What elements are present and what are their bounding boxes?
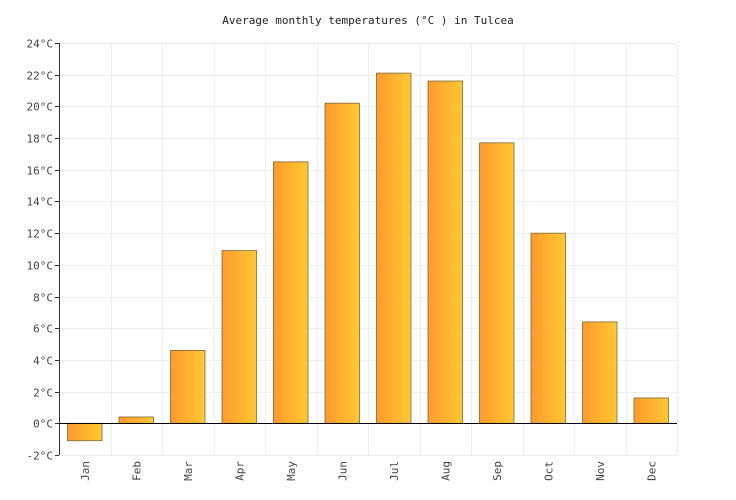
y-tick-label: 6°C bbox=[33, 323, 53, 336]
y-tick-label: 20°C bbox=[27, 101, 54, 114]
y-tick-label: 2°C bbox=[33, 387, 53, 400]
bar-mar bbox=[170, 350, 206, 424]
y-tick-label: 4°C bbox=[33, 355, 53, 368]
x-tick-label: Feb bbox=[130, 461, 143, 481]
bar-nov bbox=[582, 321, 618, 424]
y-tick-label: 22°C bbox=[27, 70, 54, 83]
y-tick-label: 24°C bbox=[27, 38, 54, 51]
x-tick-label: Oct bbox=[542, 461, 555, 481]
y-tick-labels: -2°C 0°C 2°C 4°C 6°C 8°C 10°C 12°C 14°C 16°C 18°C 2… bbox=[27, 38, 54, 463]
bar-feb bbox=[118, 416, 154, 424]
x-tick-label: Aug bbox=[439, 461, 452, 481]
y-tick-label: 14°C bbox=[27, 196, 54, 209]
bars bbox=[67, 72, 669, 442]
bar-jan bbox=[67, 422, 103, 442]
x-tick-label: Dec bbox=[645, 461, 658, 481]
y-tick-label: 8°C bbox=[33, 292, 53, 305]
y-tick-label: 0°C bbox=[33, 418, 53, 431]
bar-jun bbox=[324, 102, 360, 424]
x-tick-label: Jun bbox=[336, 461, 349, 481]
x-tick-label: Nov bbox=[594, 461, 607, 481]
bar-dec bbox=[633, 397, 669, 424]
y-tick-label: 16°C bbox=[27, 165, 54, 178]
x-tick-label: Sep bbox=[491, 461, 504, 481]
y-tick-label: -2°C bbox=[27, 450, 54, 463]
x-tick-label: Apr bbox=[233, 461, 246, 481]
x-tick-labels: Jan Feb Mar Apr May Jun Jul Aug Sep Oct Nov Dec bbox=[79, 461, 659, 481]
bar-may bbox=[273, 161, 309, 424]
bar-oct bbox=[530, 232, 566, 424]
x-tick-label: Mar bbox=[182, 461, 195, 481]
bar-sep bbox=[479, 142, 515, 424]
x-tick-label: May bbox=[285, 461, 298, 481]
x-tick-label: Jan bbox=[79, 461, 92, 481]
bar-aug bbox=[427, 80, 463, 424]
bar-jul bbox=[376, 72, 412, 424]
axes bbox=[59, 43, 677, 455]
y-tick-label: 18°C bbox=[27, 133, 54, 146]
x-tick-label: Jul bbox=[388, 461, 401, 481]
y-tick-label: 10°C bbox=[27, 260, 54, 273]
y-tick-label: 12°C bbox=[27, 228, 54, 241]
bar-apr bbox=[221, 250, 257, 424]
chart-title: Average monthly temperatures (°C ) in Tu… bbox=[222, 14, 513, 27]
